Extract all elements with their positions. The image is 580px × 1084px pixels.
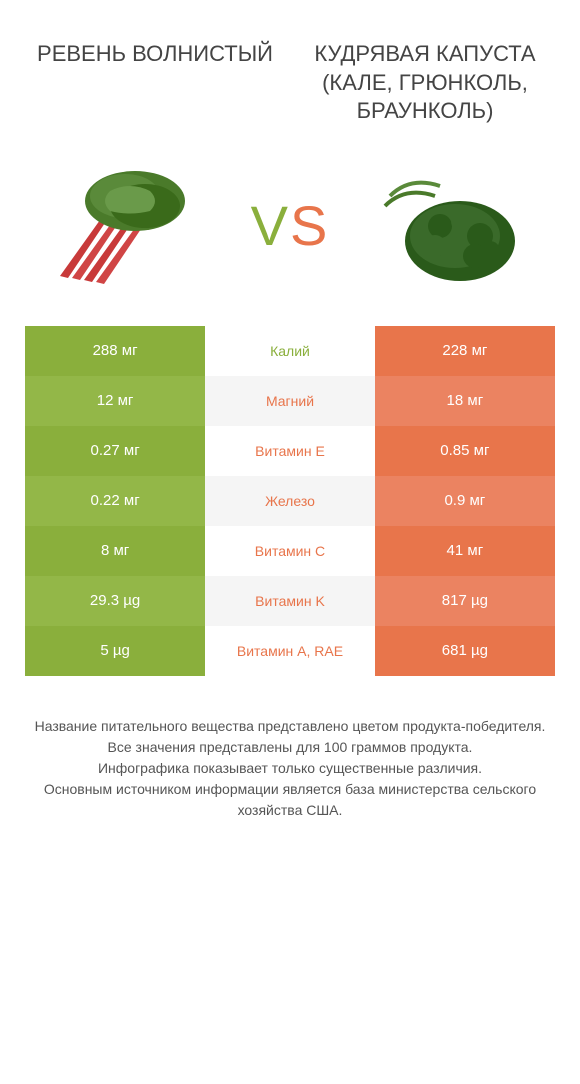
cell-right-value: 228 мг xyxy=(375,326,555,376)
cell-nutrient-name: Магний xyxy=(205,376,375,426)
cell-right-value: 18 мг xyxy=(375,376,555,426)
cell-nutrient-name: Витамин K xyxy=(205,576,375,626)
images-row: VS xyxy=(0,146,580,326)
table-row: 5 µgВитамин A, RAE681 µg xyxy=(25,626,555,676)
table-row: 29.3 µgВитамин K817 µg xyxy=(25,576,555,626)
footer-line: Основным источником информации является … xyxy=(30,779,550,821)
cell-nutrient-name: Железо xyxy=(205,476,375,526)
footer-line: Название питательного вещества представл… xyxy=(30,716,550,737)
table-row: 12 мгМагний18 мг xyxy=(25,376,555,426)
kale-icon xyxy=(370,166,530,286)
table-row: 8 мгВитамин C41 мг xyxy=(25,526,555,576)
cell-left-value: 12 мг xyxy=(25,376,205,426)
cell-left-value: 288 мг xyxy=(25,326,205,376)
footer-line: Все значения представлены для 100 граммо… xyxy=(30,737,550,758)
cell-left-value: 29.3 µg xyxy=(25,576,205,626)
cell-nutrient-name: Витамин E xyxy=(205,426,375,476)
left-food-title: РЕВЕНЬ ВОЛНИСТЫЙ xyxy=(34,40,277,69)
footer-text: Название питательного вещества представл… xyxy=(0,676,580,841)
vs-v: V xyxy=(251,194,290,257)
cell-right-value: 681 µg xyxy=(375,626,555,676)
footer-line: Инфографика показывает только существенн… xyxy=(30,758,550,779)
rhubarb-icon xyxy=(50,166,210,286)
cell-right-value: 0.85 мг xyxy=(375,426,555,476)
comparison-table: 288 мгКалий228 мг12 мгМагний18 мг0.27 мг… xyxy=(0,326,580,676)
table-row: 288 мгКалий228 мг xyxy=(25,326,555,376)
cell-nutrient-name: Витамин A, RAE xyxy=(205,626,375,676)
vs-label: VS xyxy=(251,193,330,258)
cell-nutrient-name: Витамин C xyxy=(205,526,375,576)
cell-right-value: 0.9 мг xyxy=(375,476,555,526)
cell-left-value: 8 мг xyxy=(25,526,205,576)
cell-right-value: 41 мг xyxy=(375,526,555,576)
cell-left-value: 0.22 мг xyxy=(25,476,205,526)
cell-right-value: 817 µg xyxy=(375,576,555,626)
vs-s: S xyxy=(290,194,329,257)
table-row: 0.22 мгЖелезо0.9 мг xyxy=(25,476,555,526)
cell-left-value: 5 µg xyxy=(25,626,205,676)
cell-nutrient-name: Калий xyxy=(205,326,375,376)
right-food-title: КУДРЯВАЯ КАПУСТА (КАЛЕ, ГРЮНКОЛЬ, БРАУНК… xyxy=(304,40,547,126)
table-row: 0.27 мгВитамин E0.85 мг xyxy=(25,426,555,476)
cell-left-value: 0.27 мг xyxy=(25,426,205,476)
header: РЕВЕНЬ ВОЛНИСТЫЙ КУДРЯВАЯ КАПУСТА (КАЛЕ,… xyxy=(0,0,580,146)
